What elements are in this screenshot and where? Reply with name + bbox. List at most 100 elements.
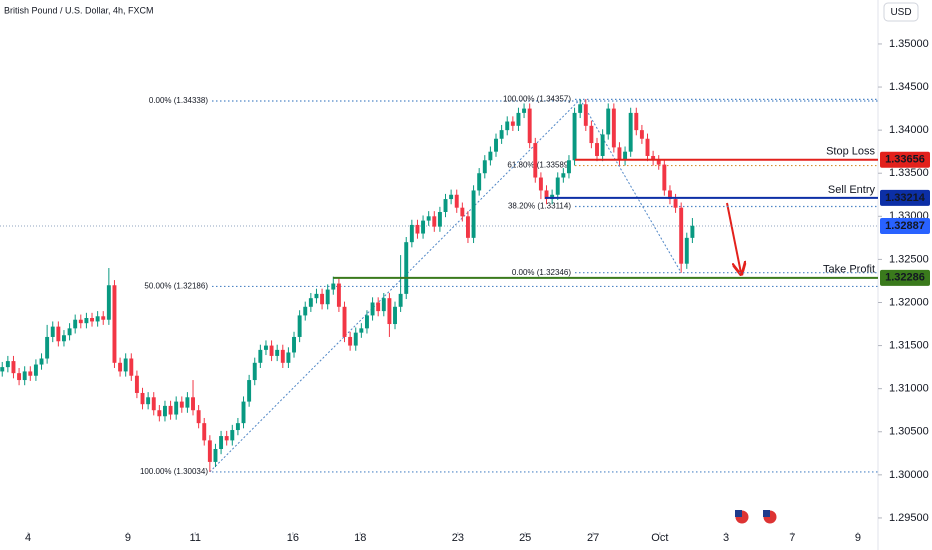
candle-body <box>426 216 431 221</box>
fib-level-label: 100.00% (1.30034) <box>140 467 208 476</box>
candle-body <box>196 410 201 424</box>
x-tick-label: 3 <box>723 532 729 544</box>
fib-level-label: 38.20% (1.33114) <box>508 202 571 211</box>
y-tick-label: 1.31500 <box>889 339 929 351</box>
candle-body <box>566 160 571 174</box>
candle-body <box>275 349 280 356</box>
y-tick-label: 1.34500 <box>889 81 929 93</box>
currency-label[interactable]: USD <box>890 7 911 18</box>
fib-level-label: 100.00% (1.34357) <box>503 94 571 103</box>
candle-body <box>224 436 229 441</box>
candle-body <box>252 362 257 381</box>
candle-body <box>213 448 218 462</box>
fib-level-label: 0.00% (1.34338) <box>149 96 208 105</box>
candle-body <box>443 199 448 212</box>
y-tick-label: 1.32500 <box>889 253 929 265</box>
candle-body <box>533 143 538 178</box>
candle-body <box>415 224 420 234</box>
candle-body <box>398 293 403 307</box>
candle-body <box>314 293 319 299</box>
x-tick-label: 11 <box>190 532 201 544</box>
x-tick-label: 23 <box>452 532 464 544</box>
candle-body <box>611 108 616 148</box>
candle-body <box>527 108 532 144</box>
candle-body <box>460 207 465 217</box>
candle-body <box>673 199 678 208</box>
candle-body <box>471 190 476 238</box>
candle-body <box>595 143 599 156</box>
fib-level-label: 61.80% (1.33589) <box>507 161 571 170</box>
candle-body <box>488 151 493 161</box>
candle-body <box>134 375 139 393</box>
candle-body <box>90 318 94 322</box>
y-tick-label: 1.30000 <box>889 469 929 481</box>
candle-body <box>342 306 347 337</box>
fib-trend-line <box>209 99 581 473</box>
y-tick-label: 1.32000 <box>889 296 929 308</box>
candle-body <box>376 302 381 312</box>
price-badge <box>880 269 930 286</box>
candle-body <box>477 173 482 191</box>
candle-body <box>73 319 78 329</box>
candle-body <box>157 410 162 417</box>
x-tick-label: 16 <box>287 532 299 544</box>
candle-body <box>656 160 661 165</box>
candle-body <box>617 147 622 161</box>
y-tick-label: 1.30500 <box>889 426 929 438</box>
currency-button[interactable] <box>883 2 919 22</box>
price-badge-label: 1.33656 <box>885 154 925 166</box>
candle-body <box>544 190 549 200</box>
candle-body <box>494 138 498 152</box>
y-tick-label: 1.33500 <box>889 167 929 179</box>
price-badge <box>880 189 930 206</box>
candle-body <box>623 151 628 161</box>
candle-body <box>583 104 588 126</box>
candle-body <box>572 112 577 161</box>
candle-body <box>510 121 515 126</box>
candle-body <box>191 397 195 411</box>
candle-body <box>50 326 55 337</box>
candle-body <box>499 130 504 139</box>
candle-body <box>280 349 285 363</box>
candle-body <box>118 362 123 372</box>
candle-body <box>33 364 38 376</box>
candle-body <box>516 112 521 126</box>
fib-level-label: 50.00% (1.32186) <box>144 282 208 291</box>
candle-body <box>308 298 313 307</box>
price-badge-label: 1.32286 <box>885 272 925 284</box>
candle-body <box>645 138 650 156</box>
price-badge <box>880 218 930 235</box>
candle-body <box>241 401 246 424</box>
candle-body <box>263 345 268 350</box>
candle-body <box>522 108 527 113</box>
fib-level-label: 0.00% (1.32346) <box>512 268 571 277</box>
candle-body <box>684 237 689 264</box>
candle-body <box>101 316 106 320</box>
trade-level-name: Stop Loss <box>826 146 875 158</box>
candle-body <box>606 108 611 135</box>
candle-body <box>381 298 386 312</box>
candle-body <box>146 397 151 405</box>
candle-body <box>432 216 437 227</box>
candle-body <box>364 315 369 329</box>
candle-body <box>628 112 633 152</box>
candle-body <box>28 371 33 376</box>
candle-body <box>106 285 111 320</box>
candle-body <box>651 155 656 161</box>
candle-body <box>393 306 397 325</box>
candle-body <box>589 125 594 144</box>
candle-body <box>359 328 364 333</box>
candle-body <box>230 430 235 441</box>
candle-body <box>112 285 117 363</box>
candle-body <box>662 164 667 191</box>
candle-body <box>634 112 639 131</box>
candle-body <box>336 283 341 307</box>
candle-body <box>84 318 89 324</box>
y-tick-label: 1.35000 <box>889 38 929 50</box>
candle-body <box>78 319 83 324</box>
candle-body <box>11 361 16 374</box>
candle-body <box>258 349 263 363</box>
candle-body <box>482 160 487 174</box>
x-tick-label: 4 <box>25 532 31 544</box>
